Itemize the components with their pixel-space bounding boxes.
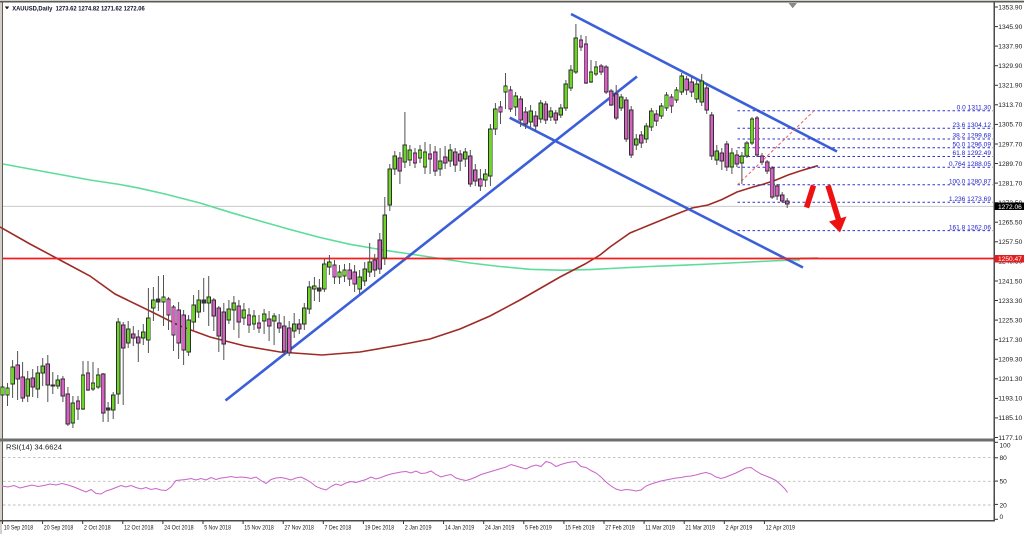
svg-text:1337.90: 1337.90 xyxy=(998,43,1022,50)
svg-text:1.236 1273.69: 1.236 1273.69 xyxy=(949,196,992,203)
svg-text:15 Feb 2019: 15 Feb 2019 xyxy=(565,525,595,532)
svg-text:1233.30: 1233.30 xyxy=(998,298,1022,305)
svg-text:23.6 1304.12: 23.6 1304.12 xyxy=(952,122,991,129)
svg-text:1305.70: 1305.70 xyxy=(998,122,1022,129)
svg-text:61.8 1292.49: 61.8 1292.49 xyxy=(952,150,991,157)
svg-text:50: 50 xyxy=(1000,479,1008,486)
svg-text:19 Dec 2018: 19 Dec 2018 xyxy=(365,525,395,532)
svg-text:0.0 1311.30: 0.0 1311.30 xyxy=(957,104,992,111)
svg-text:100.0 1280.87: 100.0 1280.87 xyxy=(949,179,992,186)
svg-text:21 Mar 2019: 21 Mar 2019 xyxy=(685,525,715,532)
svg-text:100: 100 xyxy=(1000,443,1011,450)
svg-text:5 Nov 2018: 5 Nov 2018 xyxy=(204,525,231,532)
svg-text:1313.70: 1313.70 xyxy=(998,102,1022,109)
svg-text:1201.30: 1201.30 xyxy=(998,376,1022,383)
svg-text:RSI(14) 34.6624: RSI(14) 34.6624 xyxy=(6,443,62,452)
svg-text:1185.10: 1185.10 xyxy=(998,415,1022,422)
svg-text:24 Jan 2019: 24 Jan 2019 xyxy=(485,525,515,532)
svg-text:161.8 1262.06: 161.8 1262.06 xyxy=(949,224,992,231)
svg-text:1353.90: 1353.90 xyxy=(998,4,1022,11)
svg-text:1272.06: 1272.06 xyxy=(998,204,1022,211)
svg-text:1209.30: 1209.30 xyxy=(998,357,1022,364)
svg-text:1281.70: 1281.70 xyxy=(998,180,1022,187)
svg-text:0: 0 xyxy=(1000,514,1004,521)
svg-text:1217.30: 1217.30 xyxy=(998,337,1022,344)
svg-text:XAUUSD,Daily 1273.62 1274.82: XAUUSD,Daily 1273.62 1274.82 1271.62 127… xyxy=(12,5,145,12)
svg-text:24 Oct 2018: 24 Oct 2018 xyxy=(164,525,194,532)
svg-text:10 Sep 2018: 10 Sep 2018 xyxy=(4,525,34,532)
svg-text:5 Feb 2019: 5 Feb 2019 xyxy=(525,525,552,532)
svg-text:2 Jan 2019: 2 Jan 2019 xyxy=(405,525,432,532)
svg-text:1345.90: 1345.90 xyxy=(998,24,1022,31)
svg-text:1329.90: 1329.90 xyxy=(998,63,1022,70)
svg-text:1193.10: 1193.10 xyxy=(998,396,1022,403)
svg-text:38.2 1299.68: 38.2 1299.68 xyxy=(952,133,991,140)
svg-text:1241.50: 1241.50 xyxy=(998,278,1022,285)
svg-text:7 Dec 2018: 7 Dec 2018 xyxy=(325,525,352,532)
svg-text:1225.30: 1225.30 xyxy=(998,317,1022,324)
svg-text:1257.50: 1257.50 xyxy=(998,239,1022,246)
svg-text:1177.10: 1177.10 xyxy=(998,435,1022,442)
svg-text:50.0 1296.09: 50.0 1296.09 xyxy=(952,142,991,149)
svg-text:1297.70: 1297.70 xyxy=(998,141,1022,148)
svg-text:12 Oct 2018: 12 Oct 2018 xyxy=(124,525,154,532)
svg-text:0.764 1288.05: 0.764 1288.05 xyxy=(949,161,992,168)
svg-text:12 Apr 2019: 12 Apr 2019 xyxy=(766,525,796,532)
svg-text:1265.50: 1265.50 xyxy=(998,220,1022,227)
svg-text:1289.70: 1289.70 xyxy=(998,161,1022,168)
svg-text:80: 80 xyxy=(1000,455,1008,462)
svg-text:14 Jan 2019: 14 Jan 2019 xyxy=(445,525,475,532)
svg-text:11 Mar 2019: 11 Mar 2019 xyxy=(645,525,675,532)
svg-text:15 Nov 2018: 15 Nov 2018 xyxy=(244,525,274,532)
svg-text:2 Apr 2019: 2 Apr 2019 xyxy=(726,525,753,532)
svg-text:20 Sep 2018: 20 Sep 2018 xyxy=(44,525,74,532)
svg-text:27 Nov 2018: 27 Nov 2018 xyxy=(284,525,314,532)
svg-text:2 Oct 2018: 2 Oct 2018 xyxy=(84,525,111,532)
svg-text:1321.90: 1321.90 xyxy=(998,83,1022,90)
svg-text:27 Feb 2019: 27 Feb 2019 xyxy=(605,525,635,532)
svg-text:1250.47: 1250.47 xyxy=(998,256,1022,263)
svg-text:20: 20 xyxy=(1000,502,1008,509)
